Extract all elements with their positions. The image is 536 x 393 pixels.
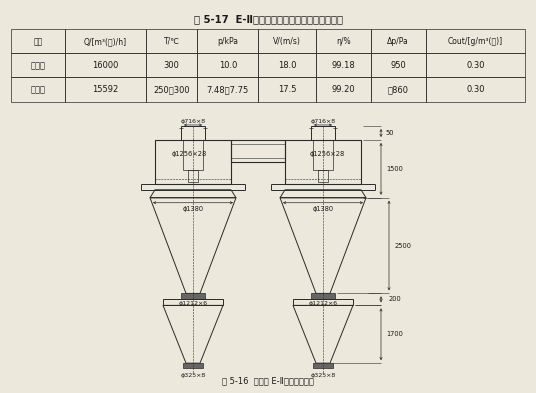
Bar [311,126,335,140]
Bar [231,140,285,162]
Bar [146,53,197,77]
Text: V/(m/s): V/(m/s) [273,37,301,46]
Bar [181,294,205,299]
Bar [183,363,203,368]
Bar [65,77,146,102]
Bar [311,294,335,299]
Bar [155,140,231,184]
Bar [11,53,65,77]
Text: p/kPa: p/kPa [217,37,239,46]
Text: 7.48～7.75: 7.48～7.75 [207,85,249,94]
Text: T/℃: T/℃ [163,37,180,46]
Bar [316,29,371,53]
Text: 0.30: 0.30 [466,85,485,94]
Bar [11,29,65,53]
Text: ϕ716×8: ϕ716×8 [181,119,206,123]
Text: 项目: 项目 [33,37,43,46]
Bar [285,140,361,184]
Text: 1500: 1500 [386,166,404,172]
Bar [371,29,426,53]
Text: 250～300: 250～300 [153,85,190,94]
Bar [146,29,197,53]
Bar [197,77,258,102]
Text: Q/[m³(标)/h]: Q/[m³(标)/h] [84,37,127,46]
Text: ϕ1212×6: ϕ1212×6 [178,301,207,306]
Text: 18.0: 18.0 [278,61,296,70]
Text: ϕ1380: ϕ1380 [182,206,204,212]
Bar [426,77,525,102]
Text: 2500: 2500 [394,242,412,248]
Bar [181,126,205,140]
Bar [426,53,525,77]
Text: 1700: 1700 [386,331,404,337]
Text: ϕ1256×28: ϕ1256×28 [309,151,345,157]
Text: 99.18: 99.18 [332,61,355,70]
Text: η/%: η/% [336,37,351,46]
Bar [318,170,328,182]
Bar [371,77,426,102]
Text: 99.20: 99.20 [332,85,355,94]
Text: 实测值: 实测值 [31,85,46,94]
Bar [313,363,333,368]
Text: 300: 300 [163,61,180,70]
Text: ϕ325×8: ϕ325×8 [310,373,336,378]
Bar [197,53,258,77]
Text: 950: 950 [390,61,406,70]
Bar [197,29,258,53]
Bar [163,299,223,305]
Bar [293,299,353,305]
Bar [183,140,203,170]
Bar [188,170,198,182]
Bar [371,53,426,77]
Text: 图 5-16  造气炉 E-Ⅱ型旋风除尘器: 图 5-16 造气炉 E-Ⅱ型旋风除尘器 [222,376,314,386]
Bar [426,29,525,53]
Bar [258,77,316,102]
Bar [316,77,371,102]
Text: Δp/Pa: Δp/Pa [388,37,409,46]
Bar [146,77,197,102]
Text: 10.0: 10.0 [219,61,237,70]
Text: ϕ325×8: ϕ325×8 [181,373,206,378]
Text: ϕ1256×28: ϕ1256×28 [172,151,206,157]
Bar [258,53,316,77]
Text: ϕ716×8: ϕ716×8 [310,119,336,123]
Text: 16000: 16000 [92,61,119,70]
Text: 50: 50 [386,130,394,136]
Bar [258,29,316,53]
Bar [316,53,371,77]
Text: 200: 200 [389,296,401,302]
Text: Cout/[g/m³(标)]: Cout/[g/m³(标)] [448,37,503,46]
Text: ϕ1380: ϕ1380 [312,206,333,212]
Text: ϕ1212×6: ϕ1212×6 [308,301,338,306]
Text: 约860: 约860 [388,85,409,94]
Bar [65,29,146,53]
Text: 0.30: 0.30 [466,61,485,70]
Bar [65,53,146,77]
Bar [313,140,333,170]
Text: 15592: 15592 [93,85,118,94]
Text: 17.5: 17.5 [278,85,296,94]
Bar [11,77,65,102]
Text: 计算值: 计算值 [31,61,46,70]
Text: 表 5-17  E-Ⅱ型旋风除尘器计算值与实测值比较: 表 5-17 E-Ⅱ型旋风除尘器计算值与实测值比较 [193,14,343,24]
